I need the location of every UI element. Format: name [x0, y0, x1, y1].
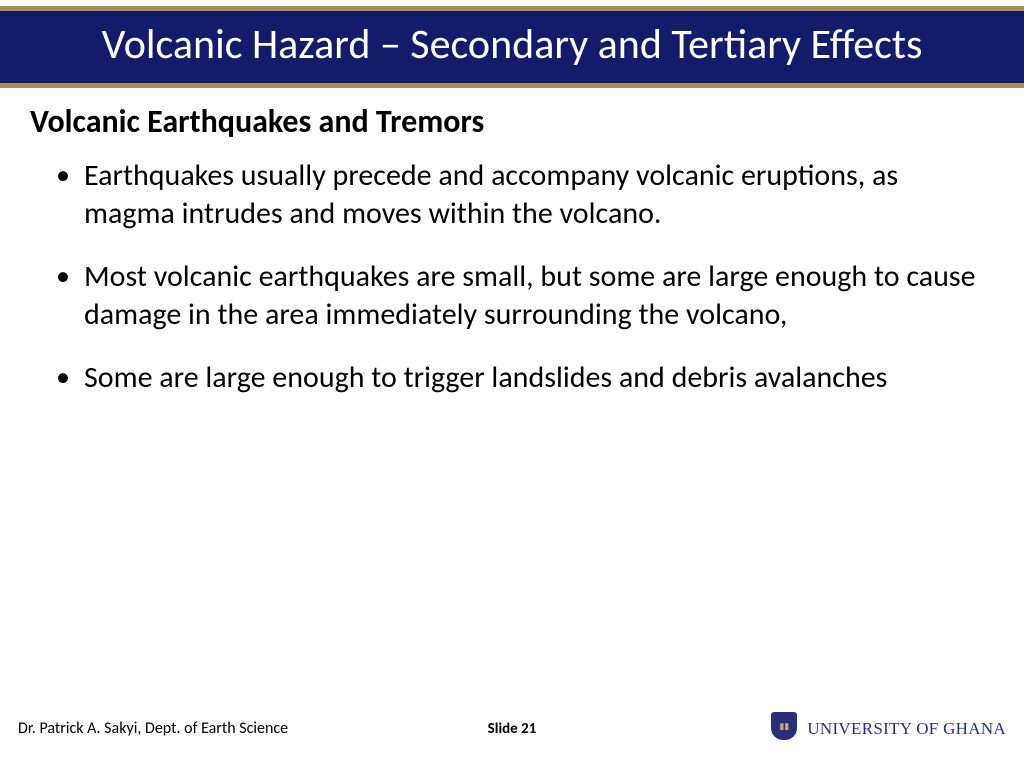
title-band: Volcanic Hazard – Secondary and Tertiary… — [0, 6, 1024, 88]
bullet-item: Earthquakes usually precede and accompan… — [56, 157, 994, 232]
slide: Volcanic Hazard – Secondary and Tertiary… — [0, 0, 1024, 768]
content-area: Volcanic Earthquakes and Tremors Earthqu… — [0, 88, 1024, 768]
shield-icon: ▮▮ — [771, 712, 797, 740]
footer: Dr. Patrick A. Sakyi, Dept. of Earth Sci… — [0, 700, 1024, 750]
slide-number: Slide 21 — [488, 720, 537, 738]
university-name: UNIVERSITY OF GHANA — [807, 719, 1006, 739]
subheading: Volcanic Earthquakes and Tremors — [30, 102, 994, 141]
footer-author: Dr. Patrick A. Sakyi, Dept. of Earth Sci… — [18, 719, 288, 738]
bullet-item: Some are large enough to trigger landsli… — [56, 359, 994, 397]
slide-title: Volcanic Hazard – Secondary and Tertiary… — [20, 21, 1004, 69]
bullet-item: Most volcanic earthquakes are small, but… — [56, 258, 994, 333]
footer-branding: ▮▮ UNIVERSITY OF GHANA — [769, 712, 1006, 746]
university-crest-icon: ▮▮ — [769, 712, 799, 746]
bullet-list: Earthquakes usually precede and accompan… — [30, 157, 994, 397]
